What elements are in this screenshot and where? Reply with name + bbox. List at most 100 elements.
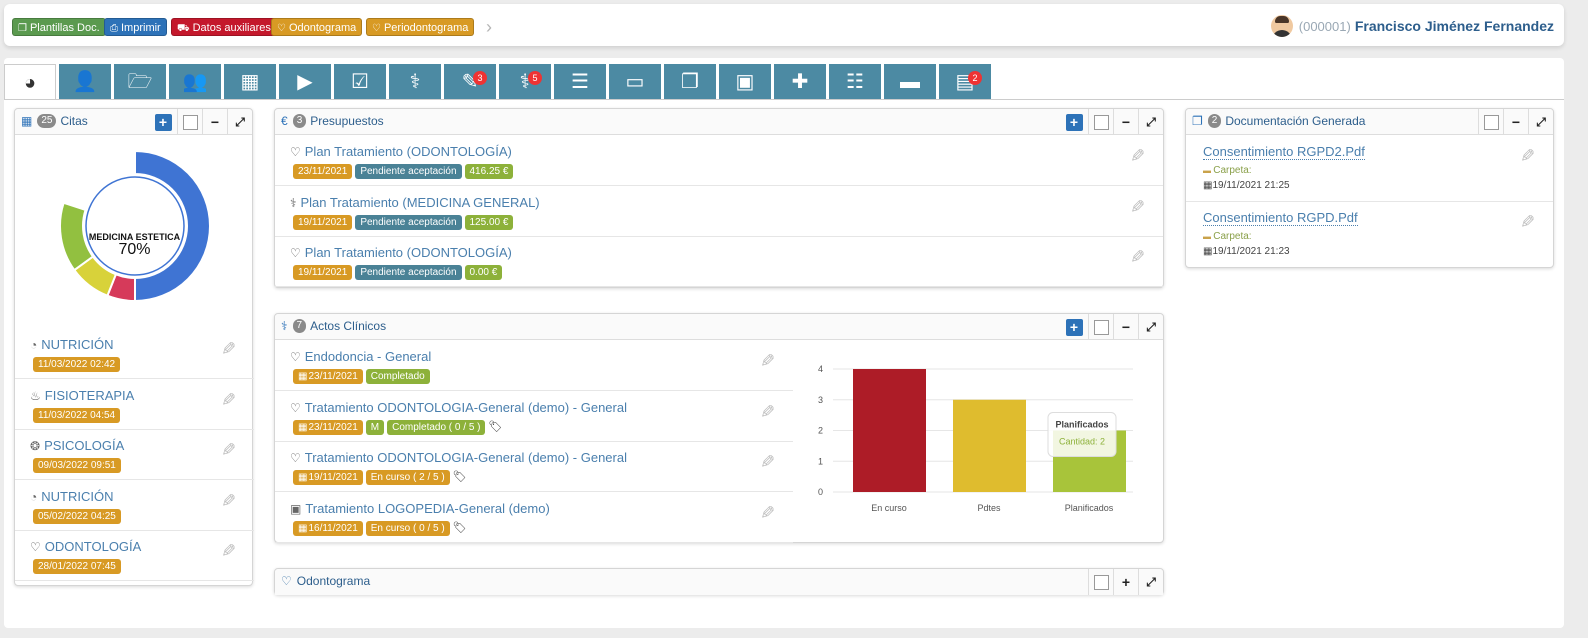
select-checkbox[interactable] <box>177 109 202 135</box>
list-item[interactable]: ♡ Endodoncia - General ▦23/11/2021 Completa… <box>275 341 793 391</box>
list-item[interactable]: Consentimiento RGPD.Pdf ▬ Carpeta: ▦19/11/… <box>1186 202 1553 268</box>
select-checkbox[interactable] <box>1478 109 1503 135</box>
tags-icon[interactable]: 🏷 <box>488 420 503 433</box>
cita-link[interactable]: ◔ NUTRICIÓN <box>30 489 113 504</box>
cita-link[interactable]: ♡ ODONTOLOGÍA <box>30 539 141 554</box>
add-button[interactable]: + <box>1060 109 1088 135</box>
collapse-button[interactable]: − <box>1113 109 1138 135</box>
edit-pencil-icon[interactable]: ✎ <box>759 401 775 422</box>
list-item[interactable]: ♡ ODONTOLOGÍA 28/01/2022 07:45 ✎ <box>15 531 254 581</box>
select-checkbox[interactable] <box>1088 109 1113 135</box>
list-item[interactable]: ⚕ Plan Tratamiento (MEDICINA GENERAL) 19/1… <box>275 187 1163 237</box>
collapse-button[interactable]: − <box>1503 109 1528 135</box>
donut-segment-green[interactable] <box>59 201 95 272</box>
tab-credit-card[interactable]: ▭ <box>609 64 661 100</box>
donut-segment-medicina-estetica[interactable] <box>134 149 211 303</box>
expand-button[interactable]: ⤢ <box>1138 314 1163 340</box>
chevron-right-icon[interactable]: › <box>486 17 492 37</box>
acto-link[interactable]: ♡ Tratamiento ODONTOLOGIA-General (demo) … <box>290 400 627 415</box>
list-item[interactable]: ♡ Plan Tratamiento (ODONTOLOGÍA) 23/11/202… <box>275 136 1163 186</box>
bar-en-curso[interactable] <box>853 369 926 492</box>
tab-calendar[interactable]: ▦ <box>224 64 276 100</box>
acto-link[interactable]: ♡ Tratamiento ODONTOLOGIA-General (demo) … <box>290 450 627 465</box>
actos-clinicos-widget: ⚕ 7 Actos Clínicos + − ⤢ ♡ Endodoncia - G… <box>274 313 1164 543</box>
tab-stethoscope[interactable]: ⚕ 5 <box>499 64 551 100</box>
list-item[interactable]: Consentimiento RGPD2.Pdf ▬ Carpeta: ▦19/11… <box>1186 136 1553 202</box>
count-badge: 3 <box>292 114 307 128</box>
select-checkbox[interactable] <box>1088 314 1113 340</box>
collapse-button[interactable]: − <box>1113 314 1138 340</box>
edit-pencil-icon[interactable]: ✎ <box>220 541 236 561</box>
expand-button[interactable]: ⤢ <box>1138 569 1163 595</box>
expand-button[interactable]: ⤢ <box>227 109 252 135</box>
edit-pencil-icon[interactable]: ✎ <box>220 389 236 410</box>
cita-link[interactable]: ♨ FISIOTERAPIA <box>30 388 134 403</box>
tab-doctor[interactable]: ⚕ <box>389 64 441 100</box>
tab-documents[interactable]: ❐ <box>664 64 716 100</box>
tab-user[interactable]: 👤 <box>59 64 111 100</box>
edit-pencil-icon[interactable]: ✎ <box>1129 247 1145 267</box>
bar-pdtes[interactable] <box>953 399 1026 492</box>
list-item[interactable]: ❂ PSICOLOGÍA 09/03/2022 09:51 ✎ <box>15 430 254 480</box>
periodontograma-button[interactable]: ♡ Periodontograma <box>366 18 475 36</box>
select-checkbox[interactable] <box>1088 569 1113 595</box>
expand-button[interactable]: ⤢ <box>1138 109 1163 135</box>
edit-pencil-icon[interactable]: ✎ <box>1519 212 1535 232</box>
list-item[interactable]: ◔ NUTRICIÓN 11/03/2022 02:42 ✎ <box>15 329 254 379</box>
edit-pencil-icon[interactable]: ✎ <box>759 502 775 523</box>
list-item[interactable]: ♡ Tratamiento ODONTOLOGIA-General (demo) … <box>275 442 793 492</box>
edit-pencil-icon[interactable]: ✎ <box>1519 146 1535 166</box>
document-link[interactable]: Consentimiento RGPD.Pdf <box>1203 210 1358 226</box>
tab-money[interactable]: ▣ <box>719 64 771 100</box>
plantillas-doc-button[interactable]: ❐ Plantillas Doc. <box>12 18 106 36</box>
edit-pencil-icon[interactable]: ✎ <box>759 452 775 472</box>
imprimir-button[interactable]: ⎙ Imprimir <box>104 18 167 36</box>
tab-folder-open[interactable]: 🗁 <box>114 64 166 100</box>
acto-link[interactable]: ♡ Endodoncia - General <box>290 349 431 364</box>
list-item[interactable]: ◔ NUTRICIÓN 05/02/2022 04:25 ✎ <box>15 481 254 531</box>
tag-text: 19/11/2021 <box>298 267 348 278</box>
list-item[interactable]: ♡ Tratamiento ODONTOLOGIA-General (demo) … <box>275 392 793 442</box>
edit-pencil-icon[interactable]: ✎ <box>220 490 236 511</box>
edit-pencil-icon[interactable]: ✎ <box>759 351 775 371</box>
add-button[interactable]: + <box>1060 314 1088 340</box>
tab-users[interactable]: 👥 <box>169 64 221 100</box>
tab-list[interactable]: ☰ <box>554 64 606 100</box>
acto-link[interactable]: ▣ Tratamiento LOGOPEDIA-General (demo) <box>290 501 550 516</box>
expand-button[interactable]: ⤢ <box>1528 109 1553 135</box>
calendar-icon: ▦ <box>1203 246 1213 257</box>
tab-list-alt[interactable]: ☷ <box>829 64 881 100</box>
tab-edit[interactable]: ✎ 3 <box>444 64 496 100</box>
tab-clipboard[interactable]: ▤ 2 <box>939 64 991 100</box>
edit-pencil-icon[interactable]: ✎ <box>1129 196 1145 217</box>
edit-pencil-icon[interactable]: ✎ <box>220 339 236 359</box>
presupuesto-link[interactable]: ♡ Plan Tratamiento (ODONTOLOGÍA) <box>290 245 512 260</box>
patient-name[interactable]: Francisco Jiménez Fernandez <box>1354 18 1554 34</box>
tags-icon[interactable]: 🏷 <box>452 521 467 534</box>
tab-checkbox[interactable]: ☑ <box>334 64 386 100</box>
tab-medkit[interactable]: ✚ <box>774 64 826 100</box>
list-item[interactable]: ▣ Tratamiento LOGOPEDIA-General (demo) ▦16… <box>275 493 793 543</box>
status-badge: M <box>365 419 385 435</box>
datos-auxiliares-button[interactable]: ⛟ Datos auxiliares <box>171 18 277 36</box>
list-item[interactable]: ♨ FISIOTERAPIA 11/03/2022 04:54 ✎ <box>15 380 254 430</box>
presupuesto-link[interactable]: ♡ Plan Tratamiento (ODONTOLOGÍA) <box>290 144 512 159</box>
collapse-button[interactable]: − <box>202 109 227 135</box>
cita-link[interactable]: ◔ NUTRICIÓN <box>30 337 113 352</box>
document-link[interactable]: Consentimiento RGPD2.Pdf <box>1203 144 1365 160</box>
add-button[interactable]: + <box>149 109 177 135</box>
odontograma-button[interactable]: ♡ Odontograma <box>271 18 363 36</box>
tab-folder[interactable]: ▬ <box>884 64 936 100</box>
cita-link[interactable]: ❂ PSICOLOGÍA <box>30 438 124 453</box>
tag-text: En curso ( 2 / 5 ) <box>370 472 445 483</box>
tab-dashboard[interactable]: ◕ <box>4 64 56 100</box>
presupuesto-link[interactable]: ⚕ Plan Tratamiento (MEDICINA GENERAL) <box>290 195 540 210</box>
copy-icon: ❐ <box>18 23 27 34</box>
widget-title: € 3 Presupuestos <box>281 114 384 128</box>
expand-section-button[interactable]: + <box>1113 569 1138 595</box>
tab-video[interactable]: ▶ <box>279 64 331 100</box>
edit-pencil-icon[interactable]: ✎ <box>220 440 236 460</box>
edit-pencil-icon[interactable]: ✎ <box>1129 146 1145 166</box>
list-item[interactable]: ♡ Plan Tratamiento (ODONTOLOGÍA) 19/11/202… <box>275 237 1163 287</box>
tags-icon[interactable]: 🏷 <box>452 471 467 483</box>
